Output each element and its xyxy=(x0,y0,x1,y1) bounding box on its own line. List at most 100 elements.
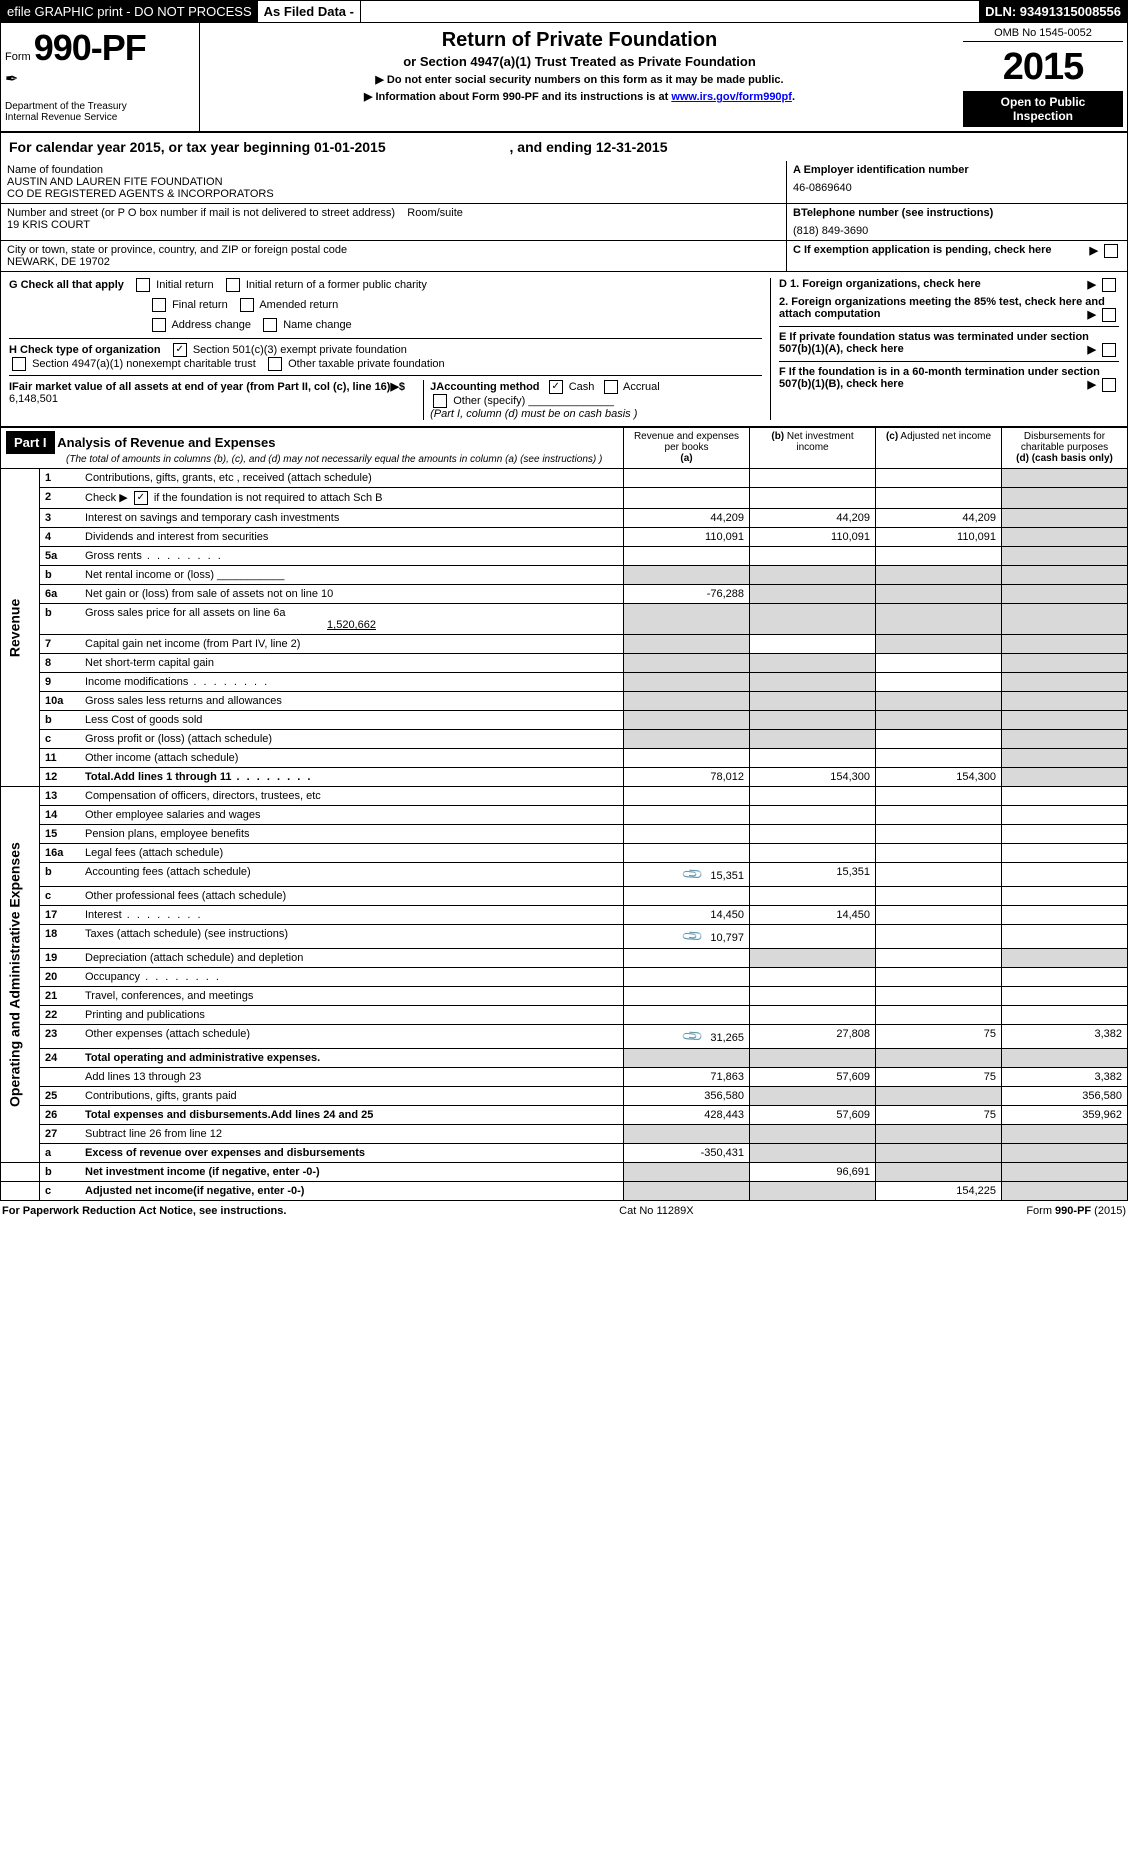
r24bd: 3,382 xyxy=(1002,1068,1128,1087)
row-5a: Gross rents xyxy=(80,547,624,566)
g5: Address change xyxy=(171,319,251,331)
row-11: Other income (attach schedule) xyxy=(80,749,624,768)
r3b: 44,209 xyxy=(750,509,876,528)
row-10c: Gross profit or (loss) (attach schedule) xyxy=(80,730,624,749)
row-2: Check ▶ ✓ if the foundation is not requi… xyxy=(80,488,624,509)
part1-table: Part I Analysis of Revenue and Expenses … xyxy=(0,427,1128,1201)
city-cell: City or town, state or province, country… xyxy=(1,241,787,271)
header-left: Form 990-PF ✒ Department of the Treasury… xyxy=(1,23,200,131)
room-label: Room/suite xyxy=(407,207,463,219)
f-checkbox[interactable] xyxy=(1102,378,1116,392)
g-final-checkbox[interactable] xyxy=(152,298,166,312)
col-c-header: (c) Adjusted net income xyxy=(876,428,1002,469)
ein-cell: A Employer identification number 46-0869… xyxy=(787,161,1127,204)
g6: Name change xyxy=(283,319,352,331)
r3a: 44,209 xyxy=(624,509,750,528)
r18a: 📎 10,797 xyxy=(624,925,750,949)
g-amended-checkbox[interactable] xyxy=(240,298,254,312)
part1-label: Part I xyxy=(6,431,55,454)
g2: Initial return of a former public charit… xyxy=(246,279,427,291)
foundation-name-1: AUSTIN AND LAUREN FITE FOUNDATION xyxy=(7,176,780,188)
r25d: 356,580 xyxy=(1002,1087,1128,1106)
row-14: Other employee salaries and wages xyxy=(80,806,624,825)
g-section: G Check all that apply Initial return In… xyxy=(9,278,762,420)
form-subtitle: or Section 4947(a)(1) Trust Treated as P… xyxy=(206,54,953,69)
row-22: Printing and publications xyxy=(80,1006,624,1025)
expenses-side-label: Operating and Administrative Expenses xyxy=(1,787,40,1163)
d2: 2. Foreign organizations meeting the 85%… xyxy=(779,296,1105,320)
r3c: 44,209 xyxy=(876,509,1002,528)
row-10b: Less Cost of goods sold xyxy=(80,711,624,730)
row-26: Total expenses and disbursements.Add lin… xyxy=(80,1106,624,1125)
row-7: Capital gain net income (from Part IV, l… xyxy=(80,635,624,654)
c-checkbox[interactable] xyxy=(1104,244,1118,258)
open2: Inspection xyxy=(965,109,1121,123)
r24bb: 57,609 xyxy=(750,1068,876,1087)
dln-label: DLN: 93491315008556 xyxy=(979,1,1127,22)
h-label: H Check type of organization xyxy=(9,344,161,356)
row-8: Net short-term capital gain xyxy=(80,654,624,673)
clip-icon[interactable]: 📎 xyxy=(680,862,704,886)
e-label: E If private foundation status was termi… xyxy=(779,331,1089,355)
j3: Other (specify) xyxy=(453,395,525,407)
row-24: Total operating and administrative expen… xyxy=(80,1049,624,1068)
g-initial-checkbox[interactable] xyxy=(136,278,150,292)
name-label: Name of foundation xyxy=(7,164,780,176)
h-other-checkbox[interactable] xyxy=(268,357,282,371)
irs-link[interactable]: www.irs.gov/form990pf xyxy=(671,91,792,103)
dept-irs: Internal Revenue Service xyxy=(5,112,195,123)
clip-icon[interactable]: 📎 xyxy=(680,1024,704,1048)
j-accrual-checkbox[interactable] xyxy=(604,380,618,394)
city-label: City or town, state or province, country… xyxy=(7,244,780,256)
row-9: Income modifications xyxy=(80,673,624,692)
i-label: IFair market value of all assets at end … xyxy=(9,381,405,393)
h3: Other taxable private foundation xyxy=(288,358,445,370)
j-other-checkbox[interactable] xyxy=(433,394,447,408)
r23b: 27,808 xyxy=(750,1025,876,1049)
check-row-g: G Check all that apply Initial return In… xyxy=(0,272,1128,427)
row-16c: Other professional fees (attach schedule… xyxy=(80,887,624,906)
header-center: Return of Private Foundation or Section … xyxy=(200,23,959,131)
i-value: 6,148,501 xyxy=(9,393,58,405)
j-cash-checkbox[interactable]: ✓ xyxy=(549,380,563,394)
form-note2: ▶ Information about Form 990-PF and its … xyxy=(206,90,953,103)
omb-number: OMB No 1545-0052 xyxy=(963,27,1123,42)
r12a: 78,012 xyxy=(624,768,750,787)
row-4: Dividends and interest from securities xyxy=(80,528,624,547)
row-16b: Accounting fees (attach schedule) xyxy=(80,863,624,887)
g-addr-checkbox[interactable] xyxy=(152,318,166,332)
cal-mid: , and ending xyxy=(510,139,596,155)
row-6a: Net gain or (loss) from sale of assets n… xyxy=(80,585,624,604)
form-number: 990-PF xyxy=(34,27,146,68)
street-addr: 19 KRIS COURT xyxy=(7,219,780,231)
h-4947-checkbox[interactable] xyxy=(12,357,26,371)
h-501c3-checkbox[interactable]: ✓ xyxy=(173,343,187,357)
g-initial-former-checkbox[interactable] xyxy=(226,278,240,292)
d2-checkbox[interactable] xyxy=(1102,308,1116,322)
r23a: 📎 31,265 xyxy=(624,1025,750,1049)
col-a-header: Revenue and expenses per books(a) xyxy=(624,428,750,469)
d-e-f-section: D 1. Foreign organizations, check here ▶… xyxy=(770,278,1119,420)
r27aa: -350,431 xyxy=(624,1144,750,1163)
row-17: Interest xyxy=(80,906,624,925)
row-20: Occupancy xyxy=(80,968,624,987)
part1-subtitle: (The total of amounts in columns (b), (c… xyxy=(66,454,618,465)
g3: Final return xyxy=(172,299,228,311)
clip-icon[interactable]: 📎 xyxy=(680,924,704,948)
form-note1: ▶ Do not enter social security numbers o… xyxy=(206,73,953,86)
footer: For Paperwork Reduction Act Notice, see … xyxy=(0,1201,1128,1221)
row-24b: Add lines 13 through 23 xyxy=(80,1068,624,1087)
form-header: Form 990-PF ✒ Department of the Treasury… xyxy=(0,23,1128,132)
d1: D 1. Foreign organizations, check here xyxy=(779,278,981,290)
r26c: 75 xyxy=(876,1106,1002,1125)
d1-checkbox[interactable] xyxy=(1102,278,1116,292)
row-1: Contributions, gifts, grants, etc , rece… xyxy=(80,469,624,488)
r4c: 110,091 xyxy=(876,528,1002,547)
e-checkbox[interactable] xyxy=(1102,343,1116,357)
row-27: Subtract line 26 from line 12 xyxy=(80,1125,624,1144)
j-label: JAccounting method xyxy=(430,381,539,393)
r24bc: 75 xyxy=(876,1068,1002,1087)
g-name-checkbox[interactable] xyxy=(263,318,277,332)
header-right: OMB No 1545-0052 2015 Open to Public Ins… xyxy=(959,23,1127,131)
schb-checkbox[interactable]: ✓ xyxy=(134,491,148,505)
